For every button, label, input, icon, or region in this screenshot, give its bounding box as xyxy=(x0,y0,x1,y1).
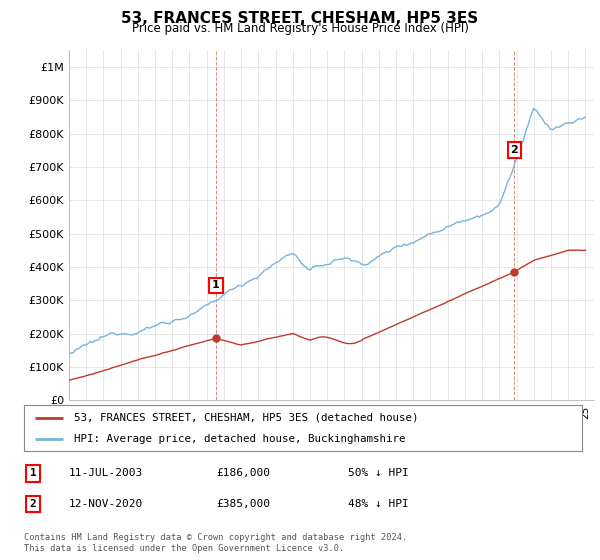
Text: 12-NOV-2020: 12-NOV-2020 xyxy=(69,499,143,509)
Text: £385,000: £385,000 xyxy=(216,499,270,509)
Text: £186,000: £186,000 xyxy=(216,468,270,478)
Text: 1: 1 xyxy=(212,281,220,291)
Text: 2: 2 xyxy=(511,145,518,155)
Text: 53, FRANCES STREET, CHESHAM, HP5 3ES: 53, FRANCES STREET, CHESHAM, HP5 3ES xyxy=(121,11,479,26)
Text: 11-JUL-2003: 11-JUL-2003 xyxy=(69,468,143,478)
Text: 53, FRANCES STREET, CHESHAM, HP5 3ES (detached house): 53, FRANCES STREET, CHESHAM, HP5 3ES (de… xyxy=(74,413,419,423)
Text: Price paid vs. HM Land Registry's House Price Index (HPI): Price paid vs. HM Land Registry's House … xyxy=(131,22,469,35)
Text: 48% ↓ HPI: 48% ↓ HPI xyxy=(348,499,409,509)
Text: 2: 2 xyxy=(29,499,37,509)
Text: Contains HM Land Registry data © Crown copyright and database right 2024.
This d: Contains HM Land Registry data © Crown c… xyxy=(24,533,407,553)
Text: 50% ↓ HPI: 50% ↓ HPI xyxy=(348,468,409,478)
Text: 1: 1 xyxy=(29,468,37,478)
Text: HPI: Average price, detached house, Buckinghamshire: HPI: Average price, detached house, Buck… xyxy=(74,435,406,444)
